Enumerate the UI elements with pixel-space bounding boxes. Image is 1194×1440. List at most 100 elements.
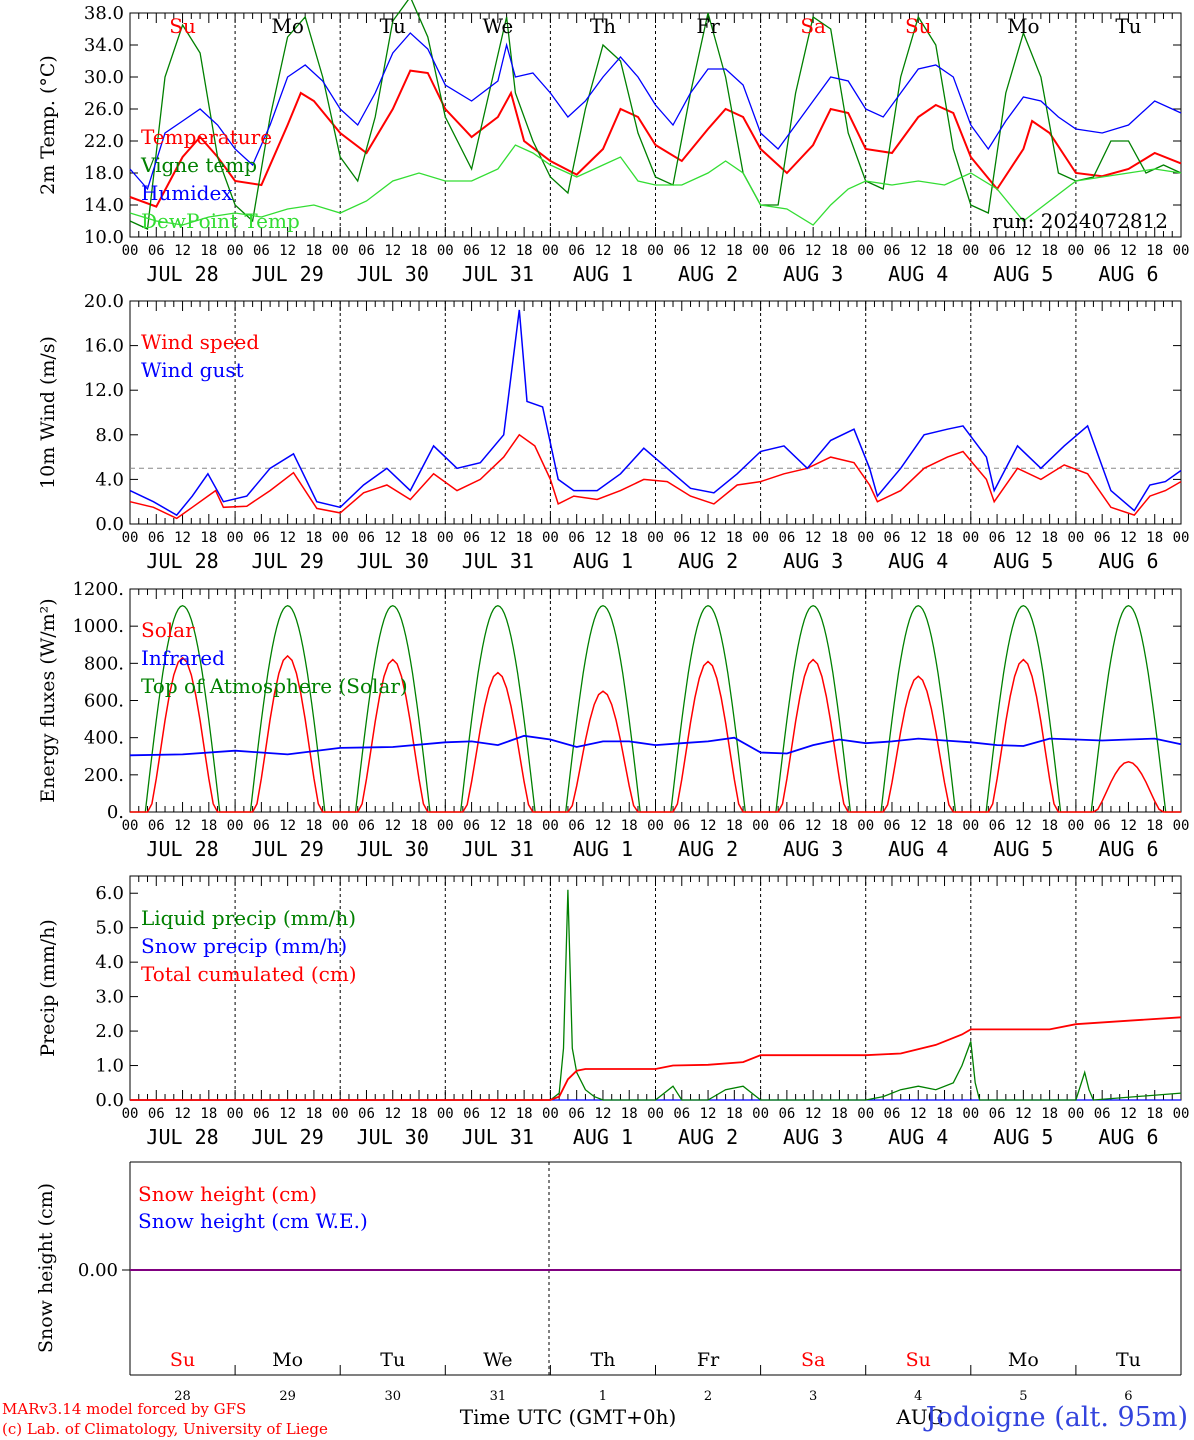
legend-vigne-temp: Vigne temp bbox=[140, 153, 257, 177]
y-tick-label: 200. bbox=[84, 765, 124, 786]
x-ticks bbox=[129, 589, 1182, 812]
hour-tick-label: 12 bbox=[700, 818, 717, 834]
hour-tick-label: 00 bbox=[437, 530, 454, 546]
hour-tick-label: 18 bbox=[305, 243, 322, 259]
hour-tick-label: 12 bbox=[595, 818, 612, 834]
hour-tick-label: 06 bbox=[778, 243, 795, 259]
hour-tick-label: 18 bbox=[411, 818, 428, 834]
hour-tick-label: 18 bbox=[621, 530, 638, 546]
hour-tick-label: 06 bbox=[1094, 1106, 1111, 1122]
hour-tick-label: 12 bbox=[489, 818, 506, 834]
hour-tick-label: 06 bbox=[463, 243, 480, 259]
hour-tick-label: 18 bbox=[1146, 818, 1163, 834]
hour-tick-label: 18 bbox=[411, 1106, 428, 1122]
date-label: AUG 6 bbox=[1098, 1125, 1158, 1149]
hour-tick-label: 06 bbox=[358, 530, 375, 546]
hour-tick-label: 12 bbox=[384, 530, 401, 546]
hour-tick-label: 18 bbox=[621, 243, 638, 259]
hour-tick-label: 12 bbox=[174, 243, 191, 259]
weekday-label: Tu bbox=[1116, 1349, 1141, 1371]
month-tag: AUG bbox=[895, 1405, 943, 1429]
y-tick-label: 22.0 bbox=[84, 131, 124, 152]
date-label: JUL 31 bbox=[462, 549, 534, 573]
hour-tick-label: 00 bbox=[122, 1106, 139, 1122]
date-label: JUL 31 bbox=[462, 1125, 534, 1149]
date-label: JUL 29 bbox=[252, 262, 324, 286]
x-ticks bbox=[129, 301, 1182, 524]
date-label: AUG 5 bbox=[993, 549, 1053, 573]
weekday-label: Su bbox=[169, 14, 196, 38]
hour-tick-label: 00 bbox=[647, 530, 664, 546]
date-label: AUG 6 bbox=[1098, 262, 1158, 286]
weekday-label: Mo bbox=[1008, 1349, 1039, 1371]
model-credit: MARv3.14 model forced by GFS bbox=[2, 1400, 246, 1418]
y-tick-label: 20.0 bbox=[84, 291, 124, 312]
hour-tick-label: 06 bbox=[568, 818, 585, 834]
hour-tick-label: 00 bbox=[122, 818, 139, 834]
hour-tick-label: 18 bbox=[200, 243, 217, 259]
hour-tick-label: 06 bbox=[778, 818, 795, 834]
y-axis-label: Precip (mm/h) bbox=[37, 919, 59, 1057]
y-axis-label: 10m Wind (m/s) bbox=[37, 336, 59, 489]
hour-tick-label: 00 bbox=[857, 1106, 874, 1122]
hour-tick-label: 06 bbox=[253, 243, 270, 259]
hour-tick-label: 18 bbox=[936, 1106, 953, 1122]
hour-tick-label: 12 bbox=[700, 1106, 717, 1122]
y-tick-label: 2.0 bbox=[95, 1021, 124, 1042]
day-number-label: 4 bbox=[914, 1389, 922, 1404]
y-tick-label: 8.0 bbox=[95, 425, 124, 446]
hour-tick-label: 00 bbox=[1067, 530, 1084, 546]
hour-tick-label: 18 bbox=[726, 818, 743, 834]
day-number-label: 5 bbox=[1019, 1389, 1027, 1404]
hour-tick-label: 00 bbox=[227, 818, 244, 834]
y-tick-label: 1200. bbox=[72, 579, 124, 600]
weekday-label: Sa bbox=[800, 14, 826, 38]
series-line-dewpoint-temp bbox=[129, 144, 1182, 226]
hour-tick-label: 18 bbox=[200, 1106, 217, 1122]
hour-tick-label: 12 bbox=[489, 530, 506, 546]
hour-tick-label: 00 bbox=[332, 243, 349, 259]
legend-infrared: Infrared bbox=[141, 646, 225, 670]
legend-top-of-atmosphere-solar: Top of Atmosphere (Solar) bbox=[141, 674, 408, 698]
date-label: AUG 6 bbox=[1098, 549, 1158, 573]
hour-tick-label: 12 bbox=[1015, 530, 1032, 546]
date-label: JUL 28 bbox=[146, 262, 218, 286]
date-label: AUG 5 bbox=[993, 1125, 1053, 1149]
date-label: AUG 6 bbox=[1098, 837, 1158, 861]
date-label: AUG 1 bbox=[573, 549, 633, 573]
hour-tick-label: 18 bbox=[200, 818, 217, 834]
weekday-label: Su bbox=[170, 1349, 195, 1371]
series-line-total-cumulated bbox=[130, 1016, 1182, 1101]
hour-tick-label: 12 bbox=[805, 818, 822, 834]
date-label: AUG 4 bbox=[888, 549, 948, 573]
hour-tick-label: 12 bbox=[174, 530, 191, 546]
date-label: AUG 4 bbox=[888, 837, 948, 861]
hour-tick-label: 00 bbox=[752, 243, 769, 259]
y-tick-label: 4.0 bbox=[95, 469, 124, 490]
hour-tick-label: 06 bbox=[253, 530, 270, 546]
weekday-label: Th bbox=[590, 14, 616, 38]
date-label: JUL 29 bbox=[252, 1125, 324, 1149]
series-line-humidex bbox=[129, 32, 1182, 191]
hour-tick-label: 18 bbox=[831, 530, 848, 546]
date-label: JUL 28 bbox=[146, 549, 218, 573]
hour-tick-label: 06 bbox=[884, 1106, 901, 1122]
day-number-label: 1 bbox=[599, 1389, 607, 1404]
hour-tick-label: 18 bbox=[726, 530, 743, 546]
date-label: JUL 29 bbox=[252, 837, 324, 861]
weekday-label: Mo bbox=[272, 1349, 303, 1371]
y-tick-label: 1.0 bbox=[95, 1056, 124, 1077]
weekday-label: Fr bbox=[697, 1349, 720, 1371]
date-label: AUG 2 bbox=[678, 549, 738, 573]
date-label: JUL 30 bbox=[357, 1125, 429, 1149]
hour-tick-label: 12 bbox=[910, 818, 927, 834]
hour-tick-label: 12 bbox=[595, 530, 612, 546]
weekday-label: Su bbox=[905, 14, 932, 38]
hour-tick-label: 06 bbox=[358, 818, 375, 834]
hour-tick-label: 00 bbox=[962, 530, 979, 546]
hour-tick-label: 06 bbox=[884, 243, 901, 259]
hour-tick-label: 12 bbox=[384, 243, 401, 259]
hour-tick-label: 00 bbox=[962, 818, 979, 834]
y-tick-label: 38.0 bbox=[84, 3, 124, 24]
